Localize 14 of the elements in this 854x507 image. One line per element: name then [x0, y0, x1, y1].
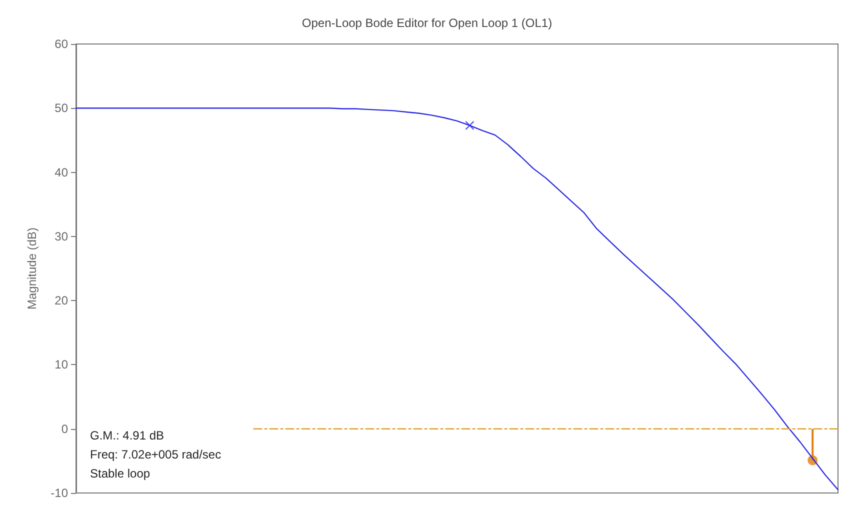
annotation: Freq: 7.02e+005 rad/sec: [90, 448, 222, 462]
annotation: G.M.: 4.91 dB: [90, 428, 164, 442]
y-axis-title: Magnitude (dB): [25, 227, 39, 310]
line-series: [75, 108, 839, 490]
y-tick-label: -10: [50, 486, 68, 500]
y-tick-label: 30: [54, 229, 68, 244]
y-tick-label: 20: [54, 294, 68, 308]
y-tick-label: 40: [54, 165, 68, 180]
y-tick-label: 60: [54, 37, 68, 51]
chart-title: Open-Loop Bode Editor for Open Loop 1 (OL1): [302, 16, 552, 30]
y-tick-label: 0: [61, 422, 68, 436]
y-tick-label: 10: [54, 358, 68, 372]
y-tick-label: 50: [54, 101, 68, 116]
annotation: Stable loop: [90, 466, 150, 480]
